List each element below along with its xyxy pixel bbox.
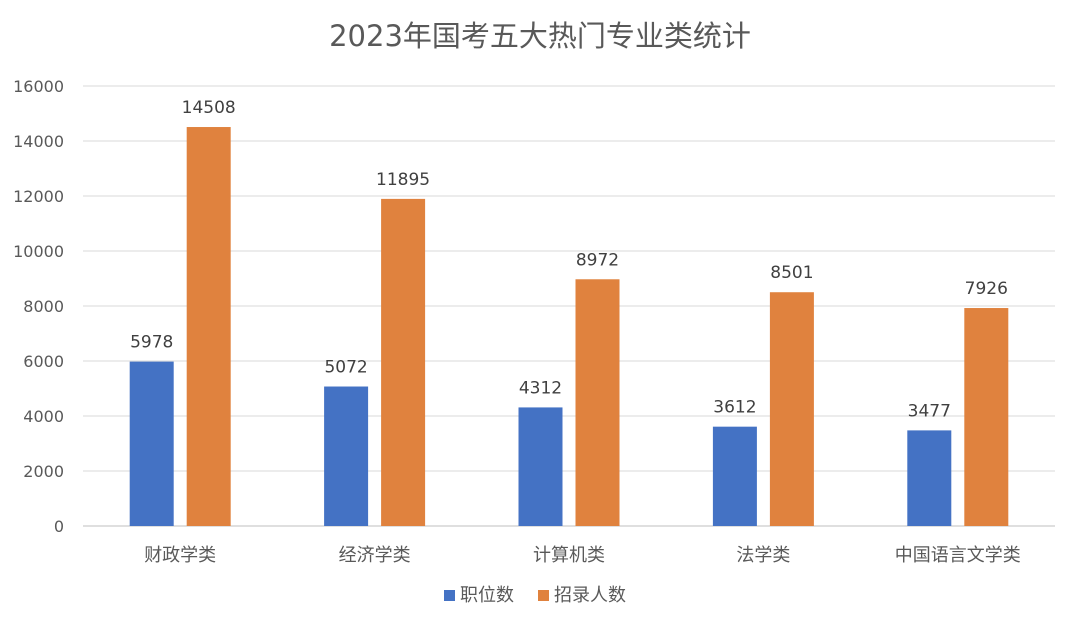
bar — [575, 279, 620, 526]
y-tick-label: 4000 — [23, 407, 64, 426]
legend-label: 招录人数 — [554, 585, 626, 606]
y-tick-label: 2000 — [23, 462, 64, 481]
legend-swatch — [444, 590, 455, 601]
bar — [518, 407, 563, 526]
bars — [129, 127, 1009, 526]
bar — [712, 426, 757, 526]
y-tick-label: 16000 — [13, 77, 64, 96]
y-tick-label: 8000 — [23, 297, 64, 316]
y-tick-label: 12000 — [13, 187, 64, 206]
x-category-label: 经济学类 — [339, 545, 411, 566]
legend: 职位数 招录人数 — [444, 585, 626, 606]
legend-swatch — [538, 590, 549, 601]
y-tick-label: 10000 — [13, 242, 64, 261]
x-category-label: 中国语言文学类 — [895, 545, 1021, 566]
data-label: 7926 — [965, 279, 1008, 299]
bar — [907, 430, 952, 526]
data-label: 5072 — [324, 358, 367, 378]
bar — [769, 292, 814, 526]
data-label: 3477 — [908, 401, 951, 421]
data-label: 11895 — [376, 170, 430, 190]
bar — [964, 308, 1009, 526]
x-axis-categories: 财政学类 经济学类 计算机类 法学类 中国语言文学类 — [144, 545, 1021, 566]
y-tick-label: 14000 — [13, 132, 64, 151]
y-tick-label: 6000 — [23, 352, 64, 371]
x-category-label: 计算机类 — [533, 545, 605, 566]
bar — [381, 198, 426, 526]
legend-label: 职位数 — [460, 585, 514, 606]
bar — [186, 127, 231, 526]
data-labels: 5978 14508 5072 11895 4312 8972 3612 8501 3477 79… — [130, 98, 1008, 421]
chart-title: 2023年国考五大热门专业类统计 — [329, 19, 751, 53]
y-tick-label: 0 — [54, 517, 64, 536]
x-category-label: 财政学类 — [144, 545, 216, 566]
x-category-label: 法学类 — [736, 545, 790, 566]
data-label: 5978 — [130, 333, 173, 353]
data-label: 8972 — [576, 250, 619, 270]
y-axis-ticks: 0 2000 4000 6000 8000 10000 12000 14000 16000 — [13, 77, 64, 536]
data-label: 4312 — [519, 378, 562, 398]
bar — [324, 386, 369, 526]
data-label: 3612 — [713, 398, 756, 418]
data-label: 14508 — [182, 98, 236, 118]
bar — [129, 361, 174, 526]
gridlines — [83, 85, 1055, 527]
data-label: 8501 — [770, 263, 813, 283]
